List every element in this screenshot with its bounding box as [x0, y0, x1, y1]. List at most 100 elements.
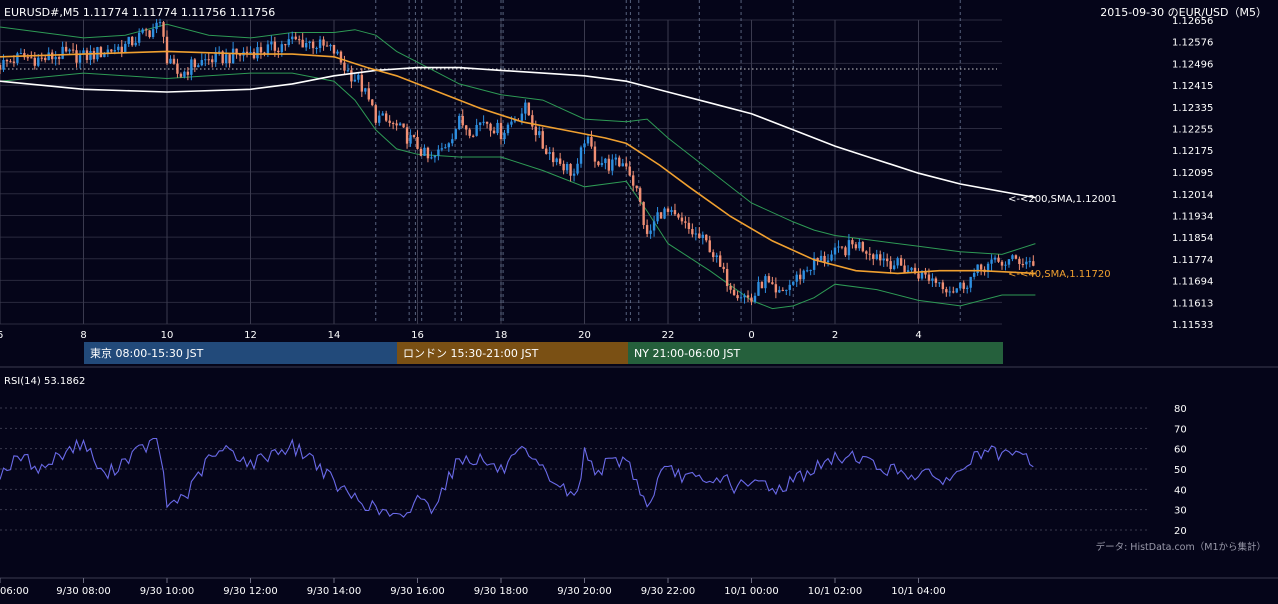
candle-body	[990, 259, 993, 264]
rsi-line	[0, 437, 1034, 518]
candle-body	[496, 122, 499, 134]
candle-body	[256, 47, 259, 59]
candle-body	[280, 44, 284, 53]
candle-body	[931, 278, 934, 281]
candle-body	[207, 59, 210, 61]
hour-tick-label: 20	[578, 330, 591, 341]
candle-body	[1021, 264, 1025, 266]
candle-body	[294, 36, 297, 40]
candle-body	[489, 123, 492, 131]
time-tick-label: 10/1 00:00	[724, 586, 778, 597]
session-london-label: ロンドン 15:30-21:00 JST	[403, 347, 539, 360]
candle-body	[485, 121, 489, 124]
candle-body	[739, 297, 743, 299]
candle-body	[969, 276, 972, 288]
price-tick-label: 1.12335	[1172, 103, 1213, 114]
time-tick-label: 9/30 10:00	[140, 586, 194, 597]
candle-body	[26, 57, 30, 59]
candle-body	[524, 102, 527, 114]
candle-body	[364, 88, 367, 92]
candle-body	[732, 289, 736, 296]
candle-body	[374, 105, 377, 123]
candle-body	[200, 60, 203, 66]
candle-body	[151, 29, 155, 38]
candle-body	[165, 36, 169, 64]
candle-body	[298, 39, 301, 41]
candle-body	[966, 287, 969, 289]
candle-body	[1011, 255, 1014, 260]
candle-body	[57, 57, 61, 59]
candle-body	[604, 158, 607, 164]
candle-body	[141, 29, 144, 33]
candle-body	[802, 270, 805, 280]
candle-body	[882, 258, 885, 261]
candle-body	[1007, 259, 1011, 265]
candle-body	[249, 51, 252, 54]
candle-body	[795, 274, 798, 282]
candle-body	[670, 210, 673, 212]
candle-body	[402, 123, 405, 128]
candle-body	[858, 242, 861, 249]
candle-body	[301, 39, 304, 48]
price-tick-label: 1.11934	[1172, 211, 1213, 222]
candle-body	[440, 148, 444, 150]
candle-body	[315, 48, 318, 50]
price-tick-label: 1.12415	[1172, 81, 1213, 92]
candle-body	[826, 260, 830, 263]
candle-body	[632, 175, 635, 186]
candle-body	[19, 53, 23, 55]
candle-body	[712, 252, 715, 258]
price-tick-label: 1.11854	[1172, 233, 1213, 244]
candle-body	[899, 258, 903, 266]
candle-body	[329, 44, 332, 47]
price-tick-label: 1.12175	[1172, 146, 1213, 157]
candle-body	[186, 71, 190, 75]
candle-body	[332, 44, 336, 54]
candle-body	[12, 61, 16, 63]
time-tick-label: 10/1 04:00	[891, 586, 945, 597]
candle-body	[541, 131, 544, 149]
candle-body	[872, 254, 875, 260]
candle-body	[569, 163, 572, 176]
candle-body	[503, 133, 506, 140]
candle-body	[816, 257, 819, 261]
session-ny-label: NY 21:00-06:00 JST	[634, 347, 741, 360]
candle-body	[708, 240, 711, 253]
hour-tick-label: 2	[832, 330, 838, 341]
candle-body	[778, 289, 781, 293]
candle-body	[837, 246, 840, 248]
candle-body	[986, 263, 990, 273]
candle-body	[454, 129, 457, 140]
candle-body	[197, 65, 200, 68]
sma200-annotation: <-<200,SMA,1.12001	[1008, 194, 1117, 205]
candle-body	[238, 54, 242, 56]
rsi-tick-label: 20	[1174, 526, 1187, 537]
candle-body	[311, 41, 315, 49]
candle-body	[948, 291, 952, 293]
bollinger-lower-line	[0, 72, 1036, 310]
price-tick-label: 1.12496	[1172, 59, 1213, 70]
candle-body	[993, 257, 997, 260]
candle-body	[652, 221, 656, 231]
candle-body	[499, 122, 503, 140]
candle-body	[677, 214, 680, 218]
candle-body	[426, 147, 430, 159]
candle-body	[266, 44, 270, 54]
candle-body	[621, 163, 624, 167]
candle-body	[927, 274, 931, 281]
sma200-line	[0, 66, 1036, 199]
candle-body	[684, 221, 687, 223]
symbol-info: EURUSD#,M5 1.11774 1.11774 1.11756 1.117…	[4, 6, 275, 19]
candle-body	[304, 42, 308, 48]
candle-body	[433, 155, 437, 158]
candle-body	[746, 295, 750, 298]
candle-body	[868, 253, 871, 255]
candle-body	[360, 74, 364, 92]
candle-body	[391, 122, 395, 124]
time-tick-label: 9/30 22:00	[641, 586, 695, 597]
candle-body	[809, 269, 812, 271]
candle-body	[492, 130, 496, 134]
candle-body	[1004, 264, 1007, 266]
candle-body	[531, 115, 534, 127]
candle-body	[64, 46, 68, 52]
